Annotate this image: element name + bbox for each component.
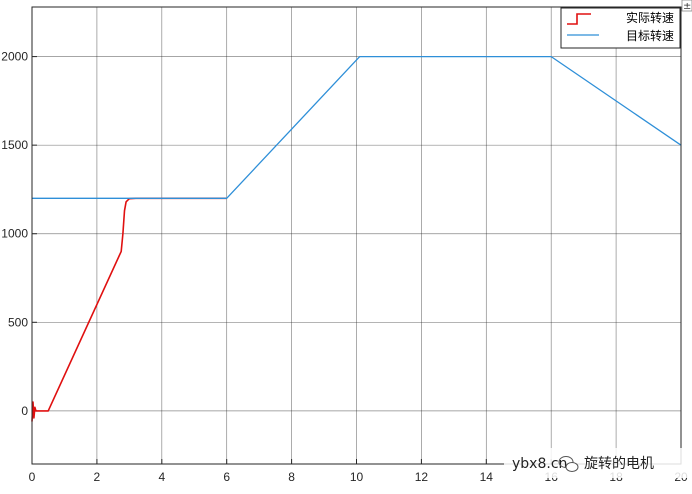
y-axis-ticks: 0 500 1000 1500 2000 (1, 50, 37, 418)
watermark-site: ybx8.cn (512, 456, 567, 472)
y-tick-label: 0 (21, 404, 28, 418)
y-tick-label: 1500 (1, 138, 28, 152)
y-tick-label: 2000 (1, 50, 28, 64)
legend[interactable]: 实际转速 目标转速 (560, 7, 681, 49)
series-line-actual-speed (31, 197, 227, 422)
plot-frame (31, 6, 682, 465)
x-tick-label: 0 (29, 470, 36, 484)
legend-label-target-speed: 目标转速 (626, 28, 674, 43)
watermark: ybx8.cn 旋转的电机 (504, 448, 688, 478)
x-tick-label: 4 (158, 470, 165, 484)
x-tick-label: 2 (94, 470, 101, 484)
wechat-icon (558, 456, 579, 472)
watermark-account: 旋转的电机 (584, 456, 654, 472)
y-tick-label: 500 (8, 315, 28, 329)
series-lines (31, 55, 682, 422)
x-tick-label: 14 (480, 470, 494, 484)
series-line-target-speed (32, 55, 682, 199)
x-tick-label: 10 (350, 470, 364, 484)
x-tick-label: 12 (415, 470, 429, 484)
legend-swatch-actual-speed (567, 13, 591, 25)
svg-text:±: ± (683, 1, 691, 12)
x-tick-label: 8 (288, 470, 295, 484)
x-tick-label: 6 (223, 470, 230, 484)
y-tick-label: 1000 (1, 227, 28, 241)
corner-mark: ± (681, 0, 692, 12)
legend-label-actual-speed: 实际转速 (626, 10, 674, 25)
